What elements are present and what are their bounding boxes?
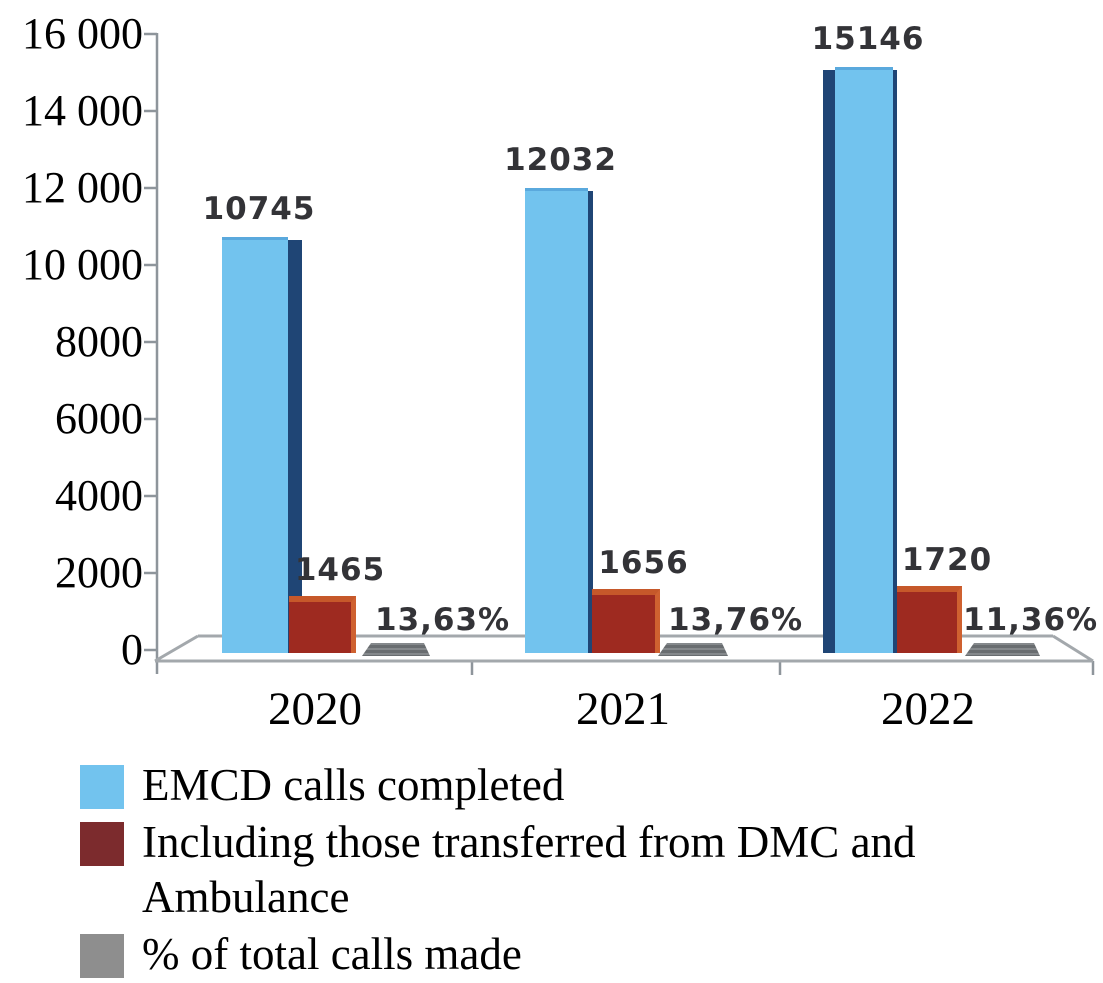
percent-label: 11,36% — [963, 602, 1099, 638]
bar-emcd-calls-2022 — [835, 67, 893, 653]
y-axis-tick-label: 12 000 — [22, 163, 143, 212]
bar-value-label: 10745 — [202, 191, 316, 228]
bar-emcd-calls-2021 — [525, 187, 588, 653]
y-axis-tick-label: 14 000 — [22, 86, 143, 135]
legend-swatch-icon — [80, 934, 124, 978]
y-axis-tick-label: 16 000 — [22, 9, 143, 58]
bar-percent-of-total-2020 — [362, 643, 430, 656]
y-axis-tick-label: 10 000 — [22, 240, 143, 289]
legend-swatch-icon — [80, 822, 124, 866]
bar-value-label: 1656 — [598, 544, 689, 581]
legend-item: EMCD calls completed — [80, 758, 932, 813]
floor-right-diagonal — [1052, 634, 1094, 663]
legend-item: % of total calls made — [80, 927, 932, 982]
bar-value-label: 15146 — [811, 21, 925, 58]
y-axis-tick-label: 8000 — [55, 317, 143, 366]
bar-transferred-calls-2021 — [592, 588, 660, 653]
bar-emcd-side-shadow — [823, 70, 835, 653]
legend-label: % of total calls made — [142, 929, 522, 979]
bar-transferred-calls-2020 — [289, 596, 356, 653]
legend-label: Including those transferred from DMC and… — [142, 817, 916, 922]
bar-emcd-side-shadow — [288, 240, 302, 653]
y-axis-tick-label: 4000 — [55, 471, 143, 520]
bar-percent-of-total-2021 — [658, 643, 728, 656]
legend-item: Including those transferred from DMC and… — [80, 815, 932, 925]
bar-value-label: 12032 — [504, 141, 617, 178]
y-axis-tick-label: 0 — [121, 625, 143, 674]
legend-swatch-icon — [80, 765, 124, 809]
legend: EMCD calls completed Including those tran… — [80, 758, 932, 982]
x-axis-category-label: 2020 — [268, 683, 362, 735]
legend-label: EMCD calls completed — [142, 760, 565, 810]
bar-percent-of-total-2022 — [965, 643, 1040, 656]
bar-value-label: 1465 — [294, 552, 386, 589]
bar-emcd-side-shadow — [588, 190, 593, 653]
x-axis-category-label: 2022 — [881, 683, 975, 735]
percent-label: 13,63% — [375, 602, 511, 638]
floor-left-diagonal — [154, 634, 199, 663]
percent-label: 13,76% — [668, 602, 804, 638]
x-axis-category-label: 2021 — [576, 683, 670, 735]
y-axis-tick-label: 2000 — [55, 548, 143, 597]
bar-emcd-calls-2020 — [222, 237, 288, 653]
bar-value-label: 1720 — [901, 542, 993, 579]
y-axis-tick-label: 6000 — [55, 394, 143, 443]
bar-transferred-calls-2022 — [897, 586, 962, 653]
bar-emcd-side-shadow — [893, 70, 897, 653]
